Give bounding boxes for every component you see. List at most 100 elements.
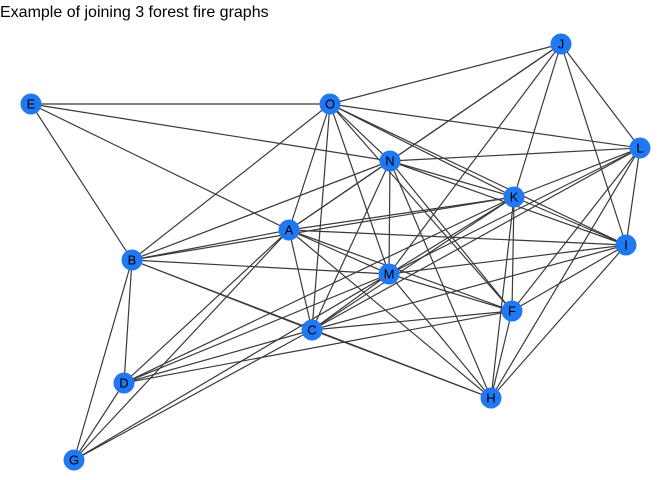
edge-l-i xyxy=(625,147,641,246)
node-f: F xyxy=(501,300,523,322)
edge-k-b xyxy=(131,196,515,261)
edge-e-b xyxy=(30,103,133,261)
node-h: H xyxy=(480,387,502,409)
edge-a-f xyxy=(288,229,513,312)
edge-o-j xyxy=(329,43,562,105)
edge-l-c xyxy=(311,147,641,331)
edge-e-n xyxy=(30,103,391,162)
edge-k-h xyxy=(490,196,515,399)
node-d: D xyxy=(113,372,135,394)
diagram-title: Example of joining 3 forest fire graphs xyxy=(0,4,269,21)
edge-f-c xyxy=(311,310,513,331)
edge-k-c xyxy=(311,196,515,331)
node-label: L xyxy=(636,141,643,156)
node-layer: A B C D E F G H I J K L M N O xyxy=(20,33,651,471)
edge-i-h xyxy=(490,244,627,399)
edge-k-i xyxy=(513,196,627,246)
edge-f-d xyxy=(123,310,513,384)
node-label: C xyxy=(307,323,316,338)
edge-n-b xyxy=(131,160,391,261)
node-l: L xyxy=(629,137,651,159)
edge-n-a xyxy=(288,160,391,231)
node-label: K xyxy=(510,190,519,205)
node-circle xyxy=(379,150,401,172)
edge-d-g xyxy=(73,382,125,461)
edge-layer xyxy=(30,43,641,461)
edge-l-h xyxy=(490,147,641,399)
node-label: A xyxy=(285,223,294,238)
node-n: N xyxy=(379,150,401,172)
node-e: E xyxy=(20,93,42,115)
edge-j-l xyxy=(560,43,641,149)
node-circle xyxy=(629,137,651,159)
node-circle xyxy=(503,186,525,208)
edge-i-f xyxy=(511,244,627,312)
edge-a-b xyxy=(131,229,290,261)
node-a: A xyxy=(278,219,300,241)
node-label: H xyxy=(486,391,495,406)
node-circle xyxy=(121,249,143,271)
edge-o-k xyxy=(329,103,515,198)
node-label: O xyxy=(325,97,335,112)
node-g: G xyxy=(63,449,85,471)
edge-k-m xyxy=(388,196,515,275)
edge-m-c xyxy=(311,273,390,331)
edge-a-g xyxy=(73,229,290,461)
node-label: D xyxy=(119,376,128,391)
edge-j-i xyxy=(560,43,627,246)
edge-n-k xyxy=(389,160,515,198)
node-circle xyxy=(319,93,341,115)
edge-n-c xyxy=(311,160,391,331)
edge-o-b xyxy=(131,103,331,261)
edge-o-i xyxy=(329,103,627,246)
node-m: M xyxy=(378,263,400,285)
edge-m-i xyxy=(388,244,627,275)
edge-a-d xyxy=(123,229,290,384)
edge-o-l xyxy=(329,103,641,149)
node-circle xyxy=(480,387,502,409)
node-label: I xyxy=(624,238,628,253)
node-label: N xyxy=(385,154,394,169)
edge-i-c xyxy=(311,244,627,331)
node-label: J xyxy=(558,37,565,52)
edge-a-m xyxy=(288,229,390,275)
edge-b-m xyxy=(131,259,390,275)
node-circle xyxy=(550,33,572,55)
node-b: B xyxy=(121,249,143,271)
edge-k-f xyxy=(511,196,515,312)
node-i: I xyxy=(615,234,637,256)
node-o: O xyxy=(319,93,341,115)
edge-o-m xyxy=(329,103,390,275)
edge-c-d xyxy=(123,329,313,384)
node-circle xyxy=(378,263,400,285)
edge-b-d xyxy=(123,259,133,384)
node-label: G xyxy=(69,453,79,468)
node-c: C xyxy=(301,319,323,341)
node-circle xyxy=(20,93,42,115)
edge-k-a xyxy=(288,196,515,231)
edge-o-n xyxy=(329,103,391,162)
node-circle xyxy=(113,372,135,394)
edge-n-h xyxy=(389,160,492,399)
node-circle xyxy=(301,319,323,341)
edge-o-a xyxy=(288,103,331,231)
edge-l-f xyxy=(511,147,641,312)
node-circle xyxy=(278,219,300,241)
edge-j-k xyxy=(513,43,562,198)
edge-a-h xyxy=(288,229,492,399)
node-j: J xyxy=(550,33,572,55)
node-k: K xyxy=(503,186,525,208)
edge-m-g xyxy=(73,273,390,461)
edge-a-i xyxy=(288,229,627,246)
node-circle xyxy=(501,300,523,322)
edge-m-d xyxy=(123,273,390,384)
edge-b-g xyxy=(73,259,133,461)
node-circle xyxy=(63,449,85,471)
node-label: B xyxy=(128,253,137,268)
edge-l-n xyxy=(389,147,641,162)
edge-c-h xyxy=(311,329,492,399)
edge-a-c xyxy=(288,229,313,331)
edge-e-a xyxy=(30,103,290,231)
edge-l-m xyxy=(388,147,641,275)
